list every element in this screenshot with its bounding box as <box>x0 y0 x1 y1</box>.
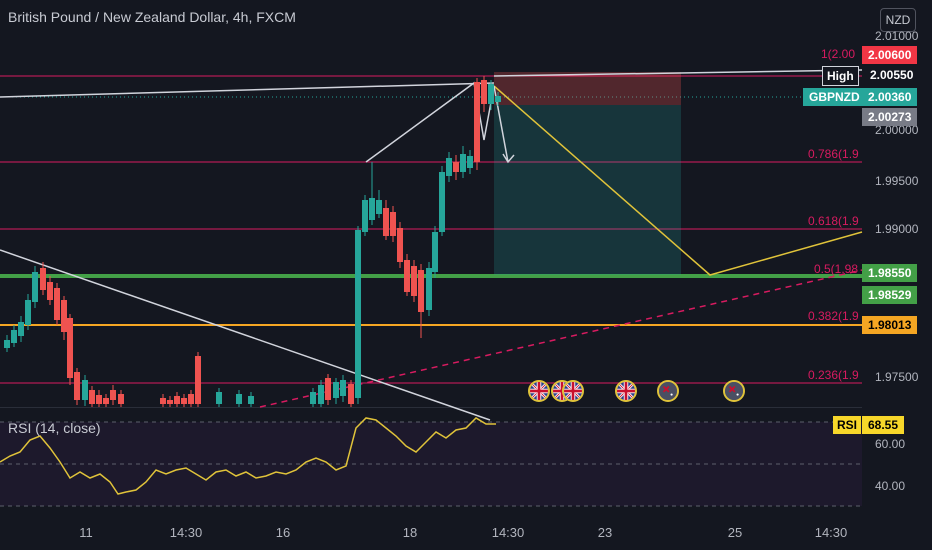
candle <box>195 356 201 404</box>
fib-label-1: 1(2.00 <box>821 47 856 61</box>
candle <box>397 228 403 262</box>
uk-flag-event-icon[interactable] <box>528 380 550 402</box>
time-tick: 14:30 <box>814 525 848 540</box>
nz-flag-event-icon[interactable] <box>723 380 745 402</box>
candle <box>54 288 60 320</box>
candle <box>4 340 10 348</box>
last-price-tag: 2.00360 <box>862 88 918 106</box>
candle <box>432 232 438 272</box>
candle <box>340 380 346 396</box>
high-value: 2.00550 <box>866 66 918 84</box>
candle <box>167 400 173 404</box>
candle <box>174 396 180 404</box>
candle <box>488 84 494 104</box>
fib-label-0236: 0.236(1.9 <box>808 368 859 382</box>
time-tick: 18 <box>402 525 418 540</box>
candle <box>467 156 473 168</box>
candle <box>11 330 17 343</box>
candle <box>348 384 354 404</box>
chart-title: British Pound / New Zealand Dollar, 4h, … <box>8 9 296 25</box>
candle <box>188 394 194 404</box>
candle <box>362 200 368 232</box>
fib-label-0786: 0.786(1.9 <box>808 147 859 161</box>
candle <box>439 172 445 232</box>
orange-price-tag: 1.98013 <box>862 316 918 334</box>
candle <box>25 300 31 325</box>
candle <box>355 230 361 398</box>
candle <box>426 268 432 310</box>
candle <box>495 96 501 102</box>
time-tick: 16 <box>275 525 291 540</box>
candle <box>103 398 109 404</box>
rsi-indicator-title[interactable]: RSI (14, close) <box>8 420 101 436</box>
price-tick: 2.00000 <box>875 123 919 137</box>
rsi-label: RSI <box>833 416 862 434</box>
time-tick: 11 <box>79 525 93 540</box>
price-tick: 1.99000 <box>875 222 919 236</box>
candle <box>318 385 324 404</box>
candle <box>310 392 316 404</box>
candle <box>474 82 480 162</box>
candle <box>40 268 46 290</box>
candle <box>390 212 396 236</box>
candle <box>453 162 459 172</box>
candle <box>418 270 424 312</box>
price-tick: 2.01000 <box>875 29 919 43</box>
candle <box>18 322 24 336</box>
candle <box>446 158 452 176</box>
price-tick: 1.99500 <box>875 174 919 188</box>
candle <box>181 398 187 404</box>
candle <box>32 272 38 302</box>
candle <box>160 398 166 404</box>
candle <box>74 372 80 400</box>
rsi-tick: 40.00 <box>875 479 906 493</box>
candle <box>47 282 53 300</box>
candle <box>61 300 67 332</box>
rsi-value: 68.55 <box>862 416 905 434</box>
gray-price-tag: 2.00273 <box>862 108 918 126</box>
candle <box>333 382 339 398</box>
candle <box>460 154 466 172</box>
green-price-tag: 1.98550 <box>862 264 918 282</box>
candle <box>96 395 102 404</box>
high-label: High <box>822 66 859 86</box>
fib-label-0618: 0.618(1.9 <box>808 214 859 228</box>
fib-label-05: 0.5(1.98 <box>814 262 859 276</box>
candle <box>411 266 417 296</box>
time-tick: 14:30 <box>169 525 203 540</box>
currency-button[interactable]: NZD <box>880 8 916 32</box>
candle <box>110 390 116 400</box>
time-tick: 25 <box>727 525 743 540</box>
candle <box>216 392 222 404</box>
candle <box>236 394 242 404</box>
candle <box>67 318 73 378</box>
price-tick: 1.97500 <box>875 370 919 384</box>
candle <box>383 208 389 236</box>
symbol-label: GBPNZD <box>803 88 866 106</box>
candle <box>404 260 410 292</box>
candle <box>118 394 124 404</box>
candle <box>369 198 375 220</box>
candle <box>89 390 95 404</box>
time-tick: 14:30 <box>491 525 525 540</box>
rsi-tick: 60.00 <box>875 437 906 451</box>
candle <box>82 380 88 400</box>
green-price-tag: 1.98529 <box>862 286 918 304</box>
candle <box>376 200 382 214</box>
uk-flag-event-icon[interactable] <box>562 380 584 402</box>
candle <box>248 396 254 404</box>
fib-label-0382: 0.382(1.9 <box>808 309 859 323</box>
uk-flag-event-icon[interactable] <box>615 380 637 402</box>
price-tag-high-alert: 2.00600 <box>862 46 918 64</box>
candle <box>481 80 487 104</box>
time-tick: 23 <box>597 525 613 540</box>
nz-flag-event-icon[interactable] <box>657 380 679 402</box>
candle <box>325 378 331 400</box>
